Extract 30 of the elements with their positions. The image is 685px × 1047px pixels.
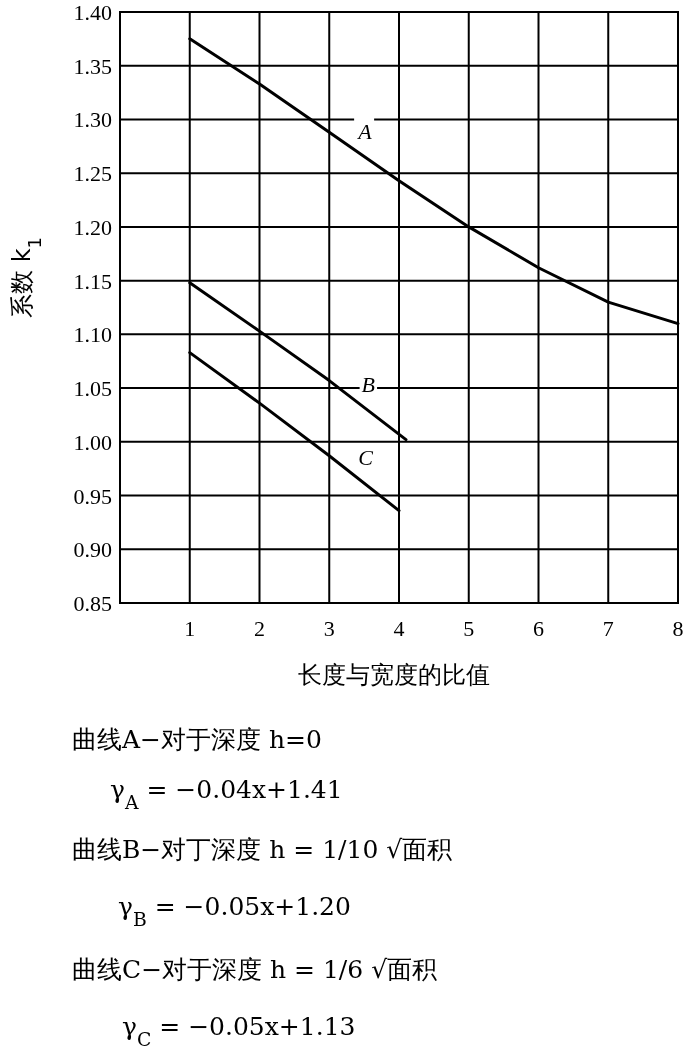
y-tick-label: 1.00 xyxy=(73,429,112,455)
x-tick-label: 8 xyxy=(672,616,684,641)
y-tick-label: 0.90 xyxy=(73,537,112,563)
y-tick-label: 1.20 xyxy=(73,214,112,240)
y-tick-label: 1.15 xyxy=(73,268,112,294)
text: 曲线B−对丁深度 h = 1/10 √面积 xyxy=(72,835,453,864)
y-tick-label: 1.10 xyxy=(73,322,112,348)
x-tick-label: 3 xyxy=(323,616,335,641)
x-tick-label: 5 xyxy=(463,616,475,641)
x-tick-label: 6 xyxy=(533,616,544,641)
text: 曲线C−对于深度 h = 1/6 √面积 xyxy=(72,955,438,984)
y-tick-label: 0.85 xyxy=(73,591,112,616)
y-tick-label: 1.25 xyxy=(73,161,112,187)
y-tick-label: 1.35 xyxy=(73,53,112,79)
x-tick-label: 2 xyxy=(254,616,265,641)
y-tick-label: 1.30 xyxy=(73,107,112,133)
series-label: C xyxy=(358,445,374,471)
series-label: B xyxy=(361,372,376,398)
text: γ$_{B}$ = −0.05x+1.20 xyxy=(118,892,351,930)
x-tick-label: 7 xyxy=(602,616,614,641)
series-label: A xyxy=(356,118,373,144)
text: 曲线A−对于深度 h=0 xyxy=(72,725,322,754)
x-tick-label: 1 xyxy=(184,616,196,641)
y-tick-label: 1.40 xyxy=(73,0,112,25)
y-tick-label: 0.95 xyxy=(73,483,112,509)
x-tick-label: 4 xyxy=(393,616,405,641)
text: γ$_{A}$ = −0.04x+1.41 xyxy=(110,775,343,813)
text: γ$_{C}$ = −0.05x+1.13 xyxy=(122,1012,356,1047)
x-axis-title: 长度与宽度的比值 xyxy=(298,661,490,689)
y-tick-label: 1.05 xyxy=(73,376,112,402)
